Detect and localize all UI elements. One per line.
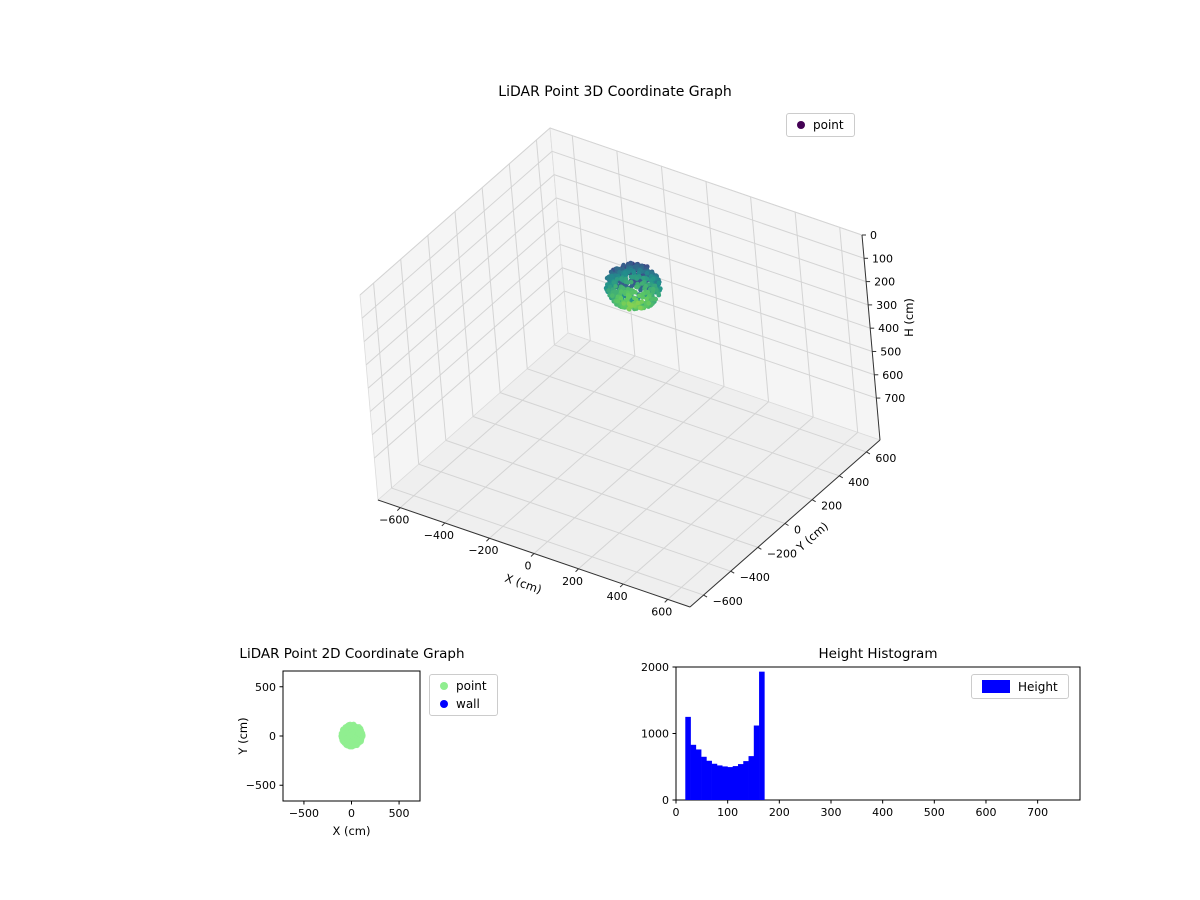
svg-text:700: 700: [1027, 806, 1048, 819]
svg-text:600: 600: [882, 369, 903, 382]
svg-text:H (cm): H (cm): [902, 298, 916, 337]
legend-item-point-2d: point: [440, 680, 487, 692]
height-histogram-axes: 0 100 200 300 400 500 600 700 0 1000 2000: [641, 661, 1081, 819]
svg-text:X (cm): X (cm): [332, 824, 370, 838]
point-marker-icon: [440, 682, 448, 690]
tick-labels: −500 0 500 −500 0 500 X (cm) Y (cm): [236, 681, 410, 838]
svg-text:0: 0: [794, 524, 801, 537]
3d-scatter-axes: −600 −400 −200 0 200 400 600 −600 −400 −200 0 200 40…: [359, 127, 916, 618]
wall-marker-icon: [440, 700, 448, 708]
svg-text:−200: −200: [468, 544, 498, 557]
svg-text:1000: 1000: [641, 728, 669, 741]
legend-label-point-2d: point: [456, 679, 487, 693]
svg-text:Y (cm): Y (cm): [236, 717, 250, 755]
svg-text:500: 500: [924, 806, 945, 819]
svg-text:400: 400: [878, 322, 899, 335]
svg-text:−600: −600: [379, 514, 409, 527]
svg-text:−500: −500: [246, 779, 276, 792]
legend-item-point-3d: point: [797, 119, 844, 131]
svg-text:600: 600: [651, 605, 672, 618]
svg-text:400: 400: [607, 590, 628, 603]
svg-text:200: 200: [562, 575, 583, 588]
svg-text:−600: −600: [713, 595, 743, 608]
svg-text:100: 100: [872, 252, 893, 265]
svg-text:400: 400: [848, 476, 869, 489]
scatter-points: [338, 721, 366, 750]
svg-text:−500: −500: [289, 807, 319, 820]
svg-text:−400: −400: [740, 571, 770, 584]
legend-item-height: Height: [982, 680, 1058, 693]
legend-label-wall-2d: wall: [456, 697, 480, 711]
legend-histogram: Height: [971, 674, 1069, 699]
2d-scatter-axes: −500 0 500 −500 0 500 X (cm) Y (cm): [236, 670, 421, 838]
svg-text:500: 500: [389, 807, 410, 820]
svg-text:−200: −200: [767, 547, 797, 560]
svg-text:300: 300: [876, 299, 897, 312]
svg-text:500: 500: [880, 345, 901, 358]
svg-text:2000: 2000: [641, 661, 669, 674]
legend-label-point-3d: point: [813, 118, 844, 132]
point-marker-icon: [797, 121, 805, 129]
scatter-points: [603, 260, 663, 312]
histogram-bars: [685, 671, 765, 801]
legend-2d: point wall: [429, 674, 498, 716]
svg-text:0: 0: [662, 794, 669, 807]
histogram-title: Height Histogram: [818, 646, 938, 662]
svg-text:X (cm): X (cm): [503, 571, 544, 597]
svg-text:0: 0: [348, 807, 355, 820]
svg-text:−400: −400: [424, 529, 454, 542]
svg-text:200: 200: [769, 806, 790, 819]
tick-labels: 0 100 200 300 400 500 600 700 0 1000 2000: [641, 661, 1048, 819]
legend-3d: point: [786, 113, 855, 137]
svg-text:0: 0: [525, 560, 532, 573]
svg-text:200: 200: [874, 276, 895, 289]
plot2d-title: LiDAR Point 2D Coordinate Graph: [239, 646, 465, 662]
svg-text:0: 0: [269, 730, 276, 743]
svg-text:0: 0: [673, 806, 680, 819]
svg-text:700: 700: [884, 392, 905, 405]
svg-text:600: 600: [875, 452, 896, 465]
svg-text:600: 600: [975, 806, 996, 819]
svg-text:500: 500: [255, 681, 276, 694]
svg-text:200: 200: [821, 500, 842, 513]
legend-item-wall-2d: wall: [440, 698, 487, 710]
plot3d-title: LiDAR Point 3D Coordinate Graph: [498, 84, 732, 100]
svg-text:400: 400: [872, 806, 893, 819]
svg-text:100: 100: [717, 806, 738, 819]
svg-text:0: 0: [870, 229, 877, 242]
grid-lines: [359, 127, 877, 600]
height-patch-icon: [982, 680, 1010, 693]
legend-label-height: Height: [1018, 679, 1058, 694]
svg-text:300: 300: [820, 806, 841, 819]
